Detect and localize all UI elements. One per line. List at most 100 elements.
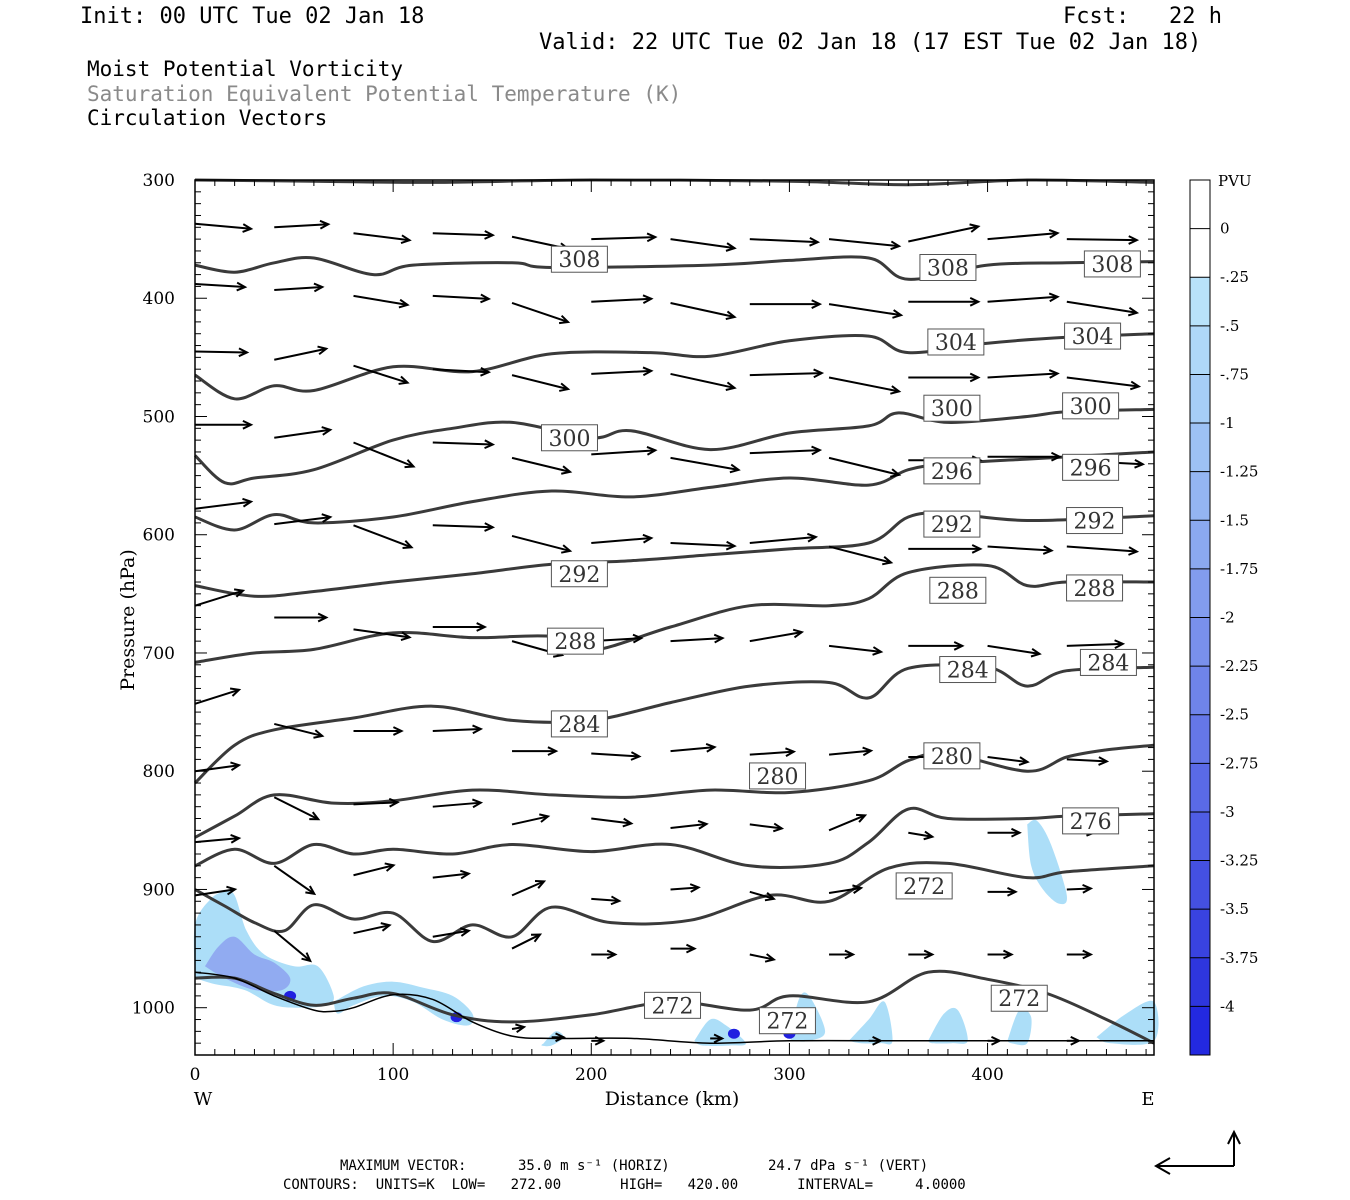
x-tick-label: 400 [971, 1065, 1003, 1085]
vector-shaft [828, 814, 866, 832]
vector-head [534, 880, 547, 889]
circulation-vector [987, 228, 1060, 241]
vector-head [1128, 235, 1140, 245]
vector-shaft [591, 449, 656, 456]
vector-head [764, 892, 776, 902]
circulation-vector [828, 545, 894, 566]
vector-head [697, 820, 709, 830]
vector-shaft [432, 232, 493, 237]
vector-shaft [828, 545, 892, 564]
contour-label-text: 272 [903, 875, 945, 900]
vector-shaft [511, 374, 569, 391]
mpv-region [694, 1018, 746, 1046]
vector-head [807, 532, 819, 543]
colorbar-tick-label: -3.75 [1220, 949, 1258, 967]
circulation-vector [987, 292, 1060, 303]
vector-shaft [749, 953, 774, 961]
vector-head [398, 298, 410, 309]
vector-head [1082, 949, 1094, 960]
circulation-vector [432, 622, 488, 632]
circulation-vector [1066, 756, 1110, 766]
circulation-vector [987, 887, 1018, 897]
vector-shaft [828, 456, 900, 476]
colorbar-swatch [1190, 180, 1210, 230]
vector-head [630, 751, 642, 761]
circulation-vector [511, 880, 547, 897]
y-tick-label: 600 [143, 526, 175, 546]
circulation-vector [908, 544, 983, 554]
vector-shaft [670, 746, 715, 753]
vector-head [233, 588, 246, 598]
vector-shaft [274, 516, 331, 526]
circulation-vector [432, 293, 492, 304]
vector-head [459, 927, 472, 937]
colorbar-swatch [1190, 471, 1210, 521]
circulation-vector [908, 296, 981, 307]
vector-head [969, 223, 981, 233]
circulation-vector [194, 588, 246, 607]
circulation-vector [274, 513, 333, 526]
vector-head [242, 497, 254, 508]
contour-line-284 [193, 663, 1155, 785]
circulation-vector [1066, 883, 1094, 894]
contour-label-box [758, 1007, 816, 1035]
mpv-region [1007, 1008, 1032, 1046]
contour-label-box [1066, 507, 1124, 535]
vector-shaft [353, 864, 394, 877]
circulation-vector [591, 1035, 606, 1046]
circulation-vector [670, 372, 737, 391]
vector-head [559, 382, 571, 392]
contour-label-text: 272 [652, 994, 694, 1019]
circulation-vector [511, 534, 573, 554]
vector-head [606, 949, 618, 960]
circulation-vector [749, 822, 785, 833]
contour-label: 296 [1062, 453, 1120, 481]
circulation-vector [432, 439, 496, 450]
contour-label: 300 [540, 424, 598, 452]
vector-key-arrow [1153, 1129, 1241, 1175]
vector-shaft [194, 688, 240, 705]
x-tick-label: 300 [773, 1065, 805, 1085]
circulation-vectors [194, 219, 1146, 1046]
circulation-vector [274, 426, 333, 439]
vector-shaft [432, 368, 489, 374]
vector-head [313, 729, 325, 739]
colorbar-tick-label: -2.5 [1220, 706, 1249, 724]
vector-head [226, 885, 238, 896]
max-vector-horiz: 35.0 m s⁻¹ (HORIZ) [518, 1158, 670, 1174]
contour-label-box [990, 984, 1048, 1012]
circulation-vector [749, 747, 797, 757]
colorbar-swatch [1190, 374, 1210, 424]
contour-label-box [923, 510, 981, 538]
circulation-vector [353, 726, 404, 736]
vector-shaft [670, 637, 723, 643]
circulation-vector [353, 628, 412, 642]
contour-label-box [644, 991, 702, 1019]
vector-shaft [749, 536, 816, 545]
vector-head [622, 817, 634, 828]
vector-head [230, 834, 242, 844]
contour-label-text: 308 [558, 248, 600, 273]
circulation-vector [591, 949, 618, 960]
x-axis-west-label: W [194, 1089, 213, 1110]
vector-head [725, 310, 737, 321]
mpv-region [848, 1001, 893, 1045]
vector-shaft [670, 886, 699, 891]
x-axis-east-label: E [1141, 1089, 1154, 1110]
circulation-vector [749, 890, 776, 902]
circulation-vector [828, 644, 884, 656]
vector-head [1051, 451, 1062, 462]
contour-label-box [1079, 648, 1137, 676]
vector-head [480, 293, 492, 304]
vector-head [1048, 369, 1060, 379]
vector-head [472, 798, 484, 809]
vector-shaft [987, 756, 1028, 764]
colorbar-tick-label: -1.25 [1220, 463, 1258, 481]
contour-label-text: 272 [766, 1010, 808, 1035]
vector-shaft [511, 880, 545, 897]
contour-label-text: 284 [947, 659, 989, 684]
colorbar-swatch [1190, 763, 1210, 813]
circulation-vector [194, 834, 242, 844]
colorbar-tick-label: -.75 [1220, 365, 1249, 383]
colorbar-tick-label: -2.25 [1220, 657, 1258, 675]
